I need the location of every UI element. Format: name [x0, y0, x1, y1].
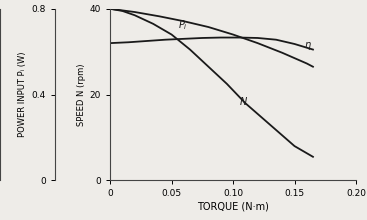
Text: $P_i$: $P_i$ — [178, 18, 188, 32]
X-axis label: TORQUE (N·m): TORQUE (N·m) — [197, 201, 269, 211]
Text: $N$: $N$ — [239, 95, 248, 107]
Y-axis label: POWER INPUT Pᵢ (W): POWER INPUT Pᵢ (W) — [18, 52, 28, 137]
Y-axis label: SPEED N (rpm): SPEED N (rpm) — [77, 63, 86, 126]
Text: $\eta$: $\eta$ — [304, 40, 312, 52]
